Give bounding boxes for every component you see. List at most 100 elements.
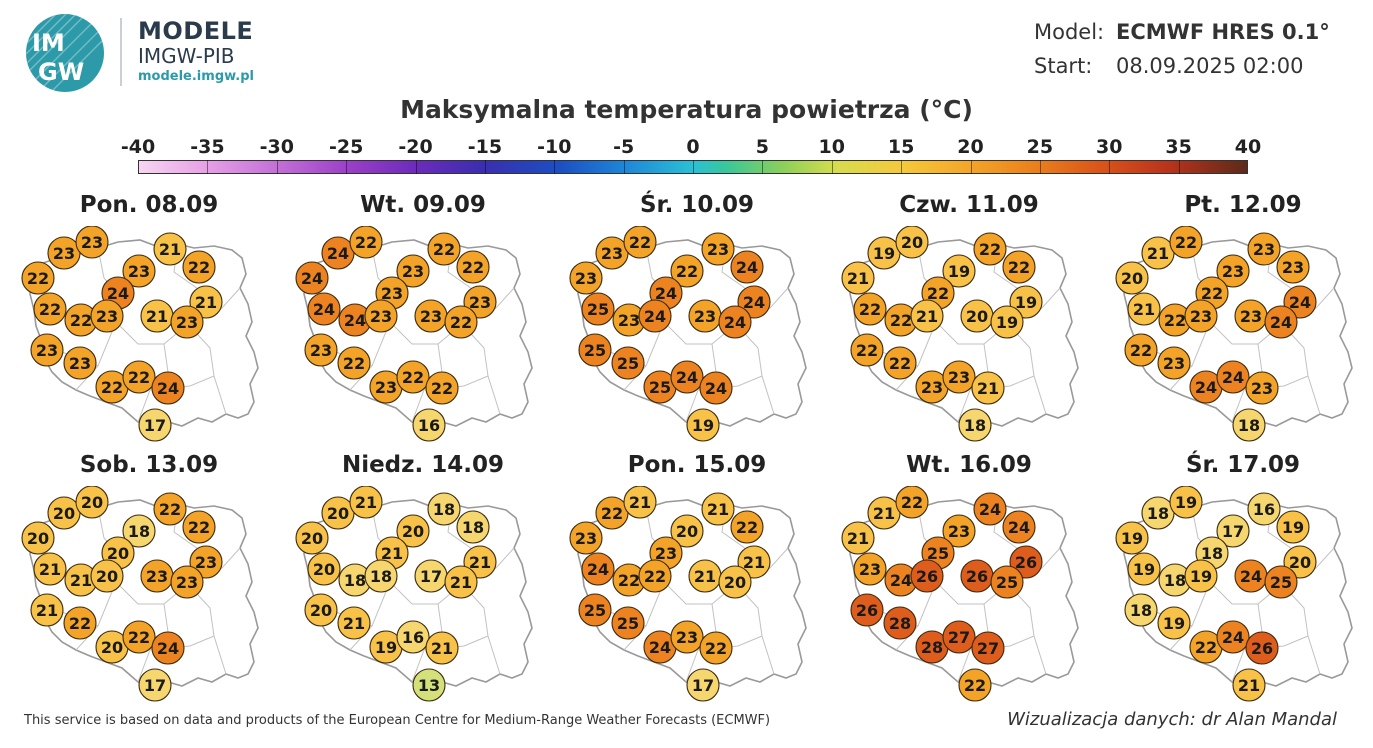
temperature-value: 23: [381, 284, 403, 303]
temperature-marker: 20: [321, 496, 355, 530]
temperature-marker: 20: [21, 521, 55, 555]
temperature-value: 23: [1190, 307, 1212, 326]
scale-label: -15: [467, 136, 503, 158]
temperature-marker: 17: [1216, 514, 1250, 548]
temperature-value: 16: [402, 628, 424, 647]
temperature-marker: 23: [414, 299, 448, 333]
temperature-value: 20: [313, 560, 335, 579]
temperature-marker: 24: [649, 276, 683, 310]
temperature-marker: 23: [569, 261, 603, 295]
temperature-marker: 18: [456, 510, 490, 544]
temperature-value: 21: [36, 601, 58, 620]
temperature-marker: 22: [349, 226, 383, 259]
temperature-marker: 22: [456, 250, 490, 284]
temperature-value: 21: [195, 293, 217, 312]
temperature-marker: 23: [1157, 346, 1191, 380]
temperature-marker: 24: [884, 563, 918, 597]
temperature-marker: 24: [307, 292, 341, 326]
temperature-value: 26: [856, 601, 878, 620]
scale-label: 5: [755, 136, 769, 158]
scale-label: -25: [328, 136, 364, 158]
model-label: Model:: [1034, 20, 1105, 44]
temperature-value: 23: [575, 269, 597, 288]
brand-subtitle: IMGW-PIB: [138, 44, 235, 68]
temperature-value: 23: [921, 378, 943, 397]
temperature-marker: 18: [1232, 408, 1266, 442]
temperature-marker: 21: [64, 563, 98, 597]
day-label: Niedz. 14.09: [341, 452, 505, 478]
temperature-marker: 21: [337, 606, 371, 640]
day-label: Śr. 10.09: [639, 192, 755, 218]
temperature-marker: 16: [1247, 492, 1281, 526]
temperature-value: 23: [707, 240, 729, 259]
temperature-value: 21: [431, 639, 453, 658]
temperature-value: 20: [96, 567, 118, 586]
temperature-marker: 22: [973, 232, 1007, 266]
temperature-marker: 26: [1245, 631, 1279, 665]
temperature-marker: 22: [427, 232, 461, 266]
temperature-value: 24: [724, 313, 746, 332]
temperature-marker: 23: [569, 521, 603, 555]
temperature-value: 22: [69, 614, 91, 633]
temperature-value: 22: [964, 676, 986, 695]
temperature-value: 21: [977, 379, 999, 398]
temperature-value: 19: [1163, 614, 1185, 633]
temperature-value: 24: [979, 500, 1001, 519]
temperature-value: 28: [889, 614, 911, 633]
temperature-marker: 28: [883, 606, 917, 640]
temperature-value: 24: [1195, 378, 1217, 397]
temperature-value: 23: [1163, 354, 1185, 373]
temperature-value: 20: [53, 504, 75, 523]
temperature-value: 21: [743, 553, 765, 572]
temperature-marker: 17: [138, 408, 172, 442]
day-label: Pon. 15.09: [627, 452, 767, 478]
temperature-marker: 21: [425, 631, 459, 665]
temperature-marker: 19: [1115, 521, 1149, 555]
region-border: [187, 323, 227, 415]
temperature-value: 20: [327, 504, 349, 523]
temperature-marker: 24: [581, 552, 615, 586]
temperature-marker: 20: [718, 565, 752, 599]
temperature-value: 20: [1121, 269, 1143, 288]
temperature-marker: 23: [140, 559, 174, 593]
temperature-value: 16: [418, 416, 440, 435]
temperature-value: 25: [927, 544, 949, 563]
temperature-value: 23: [1251, 379, 1273, 398]
temperature-marker: 20: [307, 552, 341, 586]
temperature-value: 22: [431, 379, 453, 398]
visualization-credit: Wizualizacja danych: dr Alan Mandal: [1007, 709, 1337, 730]
temperature-marker: 23: [30, 333, 64, 367]
temperature-value: 22: [27, 269, 49, 288]
temperature-value: 19: [1015, 293, 1037, 312]
temperature-value: 22: [618, 571, 640, 590]
temperature-marker: 13: [412, 668, 446, 702]
temperature-value: 17: [1222, 522, 1244, 541]
brand-url-link[interactable]: modele.imgw.pl: [138, 69, 254, 84]
temperature-value: 22: [901, 493, 923, 512]
temperature-marker: 25: [578, 593, 612, 627]
temperature-value: 20: [1289, 553, 1311, 572]
temperature-marker: 23: [942, 360, 976, 394]
temperature-value: 17: [420, 567, 442, 586]
temperature-value: 18: [1238, 416, 1260, 435]
svg-text:GW: GW: [38, 58, 84, 86]
temperature-marker: 19: [1127, 552, 1161, 586]
temperature-marker: 25: [611, 606, 645, 640]
temperature-value: 19: [1121, 529, 1143, 548]
model-info: Model: ECMWF HRES 0.1° Start: 08.09.2025 0…: [1034, 20, 1330, 88]
temperature-value: 21: [1133, 300, 1155, 319]
temperature-value: 20: [901, 233, 923, 252]
temperature-marker: 22: [425, 371, 459, 405]
temperature-value: 23: [1222, 262, 1244, 281]
temperature-marker: 21: [33, 552, 67, 586]
temperature-value: 23: [402, 262, 424, 281]
temperature-value: 19: [692, 416, 714, 435]
temperature-marker: 19: [1184, 559, 1218, 593]
temperature-value: 18: [433, 500, 455, 519]
scale-label: 40: [1234, 136, 1262, 158]
temperature-value: 22: [736, 518, 758, 537]
temperature-marker: 23: [1216, 254, 1250, 288]
